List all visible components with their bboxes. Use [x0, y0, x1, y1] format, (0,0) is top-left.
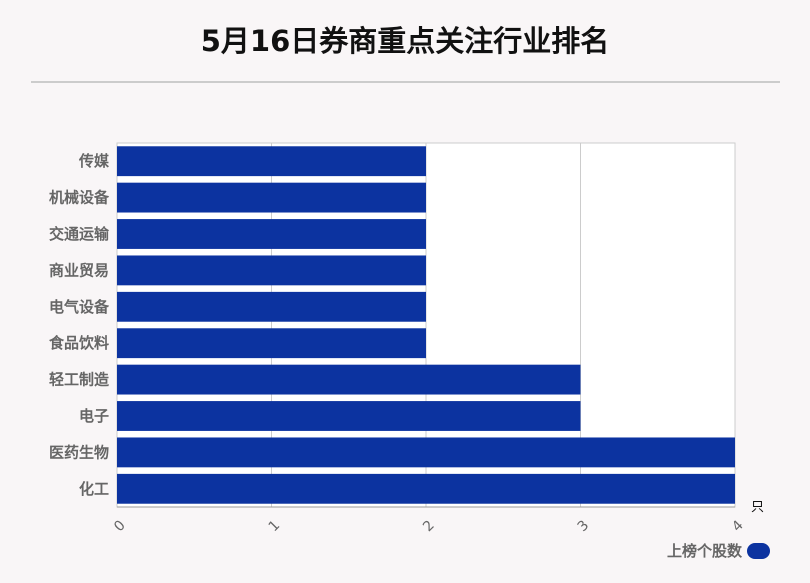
bar — [117, 328, 426, 359]
legend-label: 上榜个股数 — [666, 542, 742, 560]
bar — [117, 182, 426, 213]
category-label: 机械设备 — [49, 189, 110, 207]
legend-swatch — [747, 542, 770, 559]
x-tick-label: 3 — [575, 517, 593, 535]
bar — [117, 401, 581, 431]
chart-title: 5月16日券商重点关注行业排名 — [200, 24, 610, 58]
category-label: 电子 — [79, 407, 109, 425]
bar — [117, 364, 581, 395]
category-label: 交通运输 — [49, 225, 110, 243]
category-label: 商业贸易 — [49, 261, 109, 279]
bar — [117, 219, 426, 249]
bar — [117, 146, 426, 177]
x-tick-label: 1 — [266, 517, 284, 535]
category-label: 传媒 — [78, 152, 110, 170]
legend[interactable]: 上榜个股数 — [667, 540, 770, 561]
x-unit-label: 只 — [751, 500, 764, 515]
bar — [117, 437, 735, 468]
category-label: 食品饮料 — [49, 334, 109, 352]
x-tick-label: 0 — [111, 517, 129, 535]
category-label: 轻工制造 — [49, 371, 109, 389]
bar — [117, 255, 426, 286]
bar — [117, 291, 426, 322]
bar — [117, 473, 735, 504]
x-tick-label: 4 — [729, 517, 747, 535]
title-divider — [31, 81, 780, 83]
category-label: 化工 — [79, 480, 109, 498]
category-label: 电气设备 — [49, 298, 110, 316]
x-tick-label: 2 — [420, 517, 438, 535]
category-label: 医药生物 — [49, 443, 109, 461]
